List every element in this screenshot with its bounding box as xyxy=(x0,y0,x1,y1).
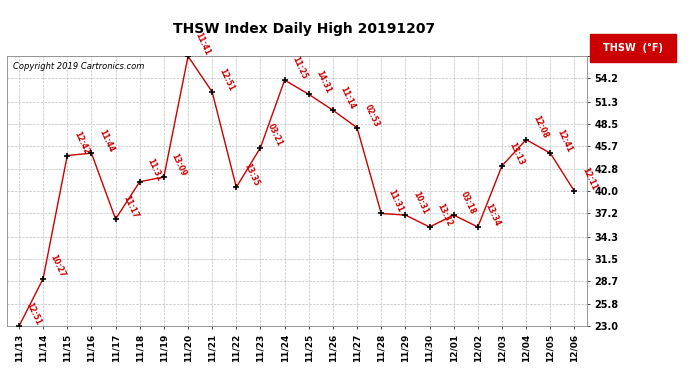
Text: 11:41: 11:41 xyxy=(194,31,212,57)
Text: 11:31: 11:31 xyxy=(387,188,405,214)
Text: 12:11: 12:11 xyxy=(580,166,598,192)
Text: 13:32: 13:32 xyxy=(435,202,453,228)
Text: 03:18: 03:18 xyxy=(460,190,477,216)
Text: 12:08: 12:08 xyxy=(532,114,550,140)
Text: 10:31: 10:31 xyxy=(411,190,429,216)
Text: THSW  (°F): THSW (°F) xyxy=(603,43,663,53)
Text: 13:09: 13:09 xyxy=(170,152,188,178)
Text: 12:42: 12:42 xyxy=(73,130,91,156)
Text: 12:51: 12:51 xyxy=(218,67,236,93)
Text: 13:35: 13:35 xyxy=(242,162,260,188)
Text: 03:21: 03:21 xyxy=(266,123,284,148)
Text: 11:14: 11:14 xyxy=(339,85,357,111)
Text: 02:53: 02:53 xyxy=(363,103,381,128)
Text: 13:34: 13:34 xyxy=(484,202,502,228)
Text: 10:27: 10:27 xyxy=(49,254,67,279)
Text: 11:17: 11:17 xyxy=(121,194,139,220)
Text: 11:44: 11:44 xyxy=(97,128,115,154)
Text: 11:25: 11:25 xyxy=(290,55,308,81)
Text: THSW Index Daily High 20191207: THSW Index Daily High 20191207 xyxy=(172,22,435,36)
Text: 12:51: 12:51 xyxy=(25,301,43,327)
Text: 11:31: 11:31 xyxy=(146,157,164,182)
Text: Copyright 2019 Cartronics.com: Copyright 2019 Cartronics.com xyxy=(12,62,144,70)
Text: 12:41: 12:41 xyxy=(556,128,574,154)
Text: 14:31: 14:31 xyxy=(315,69,333,95)
Text: 13:13: 13:13 xyxy=(508,141,526,166)
